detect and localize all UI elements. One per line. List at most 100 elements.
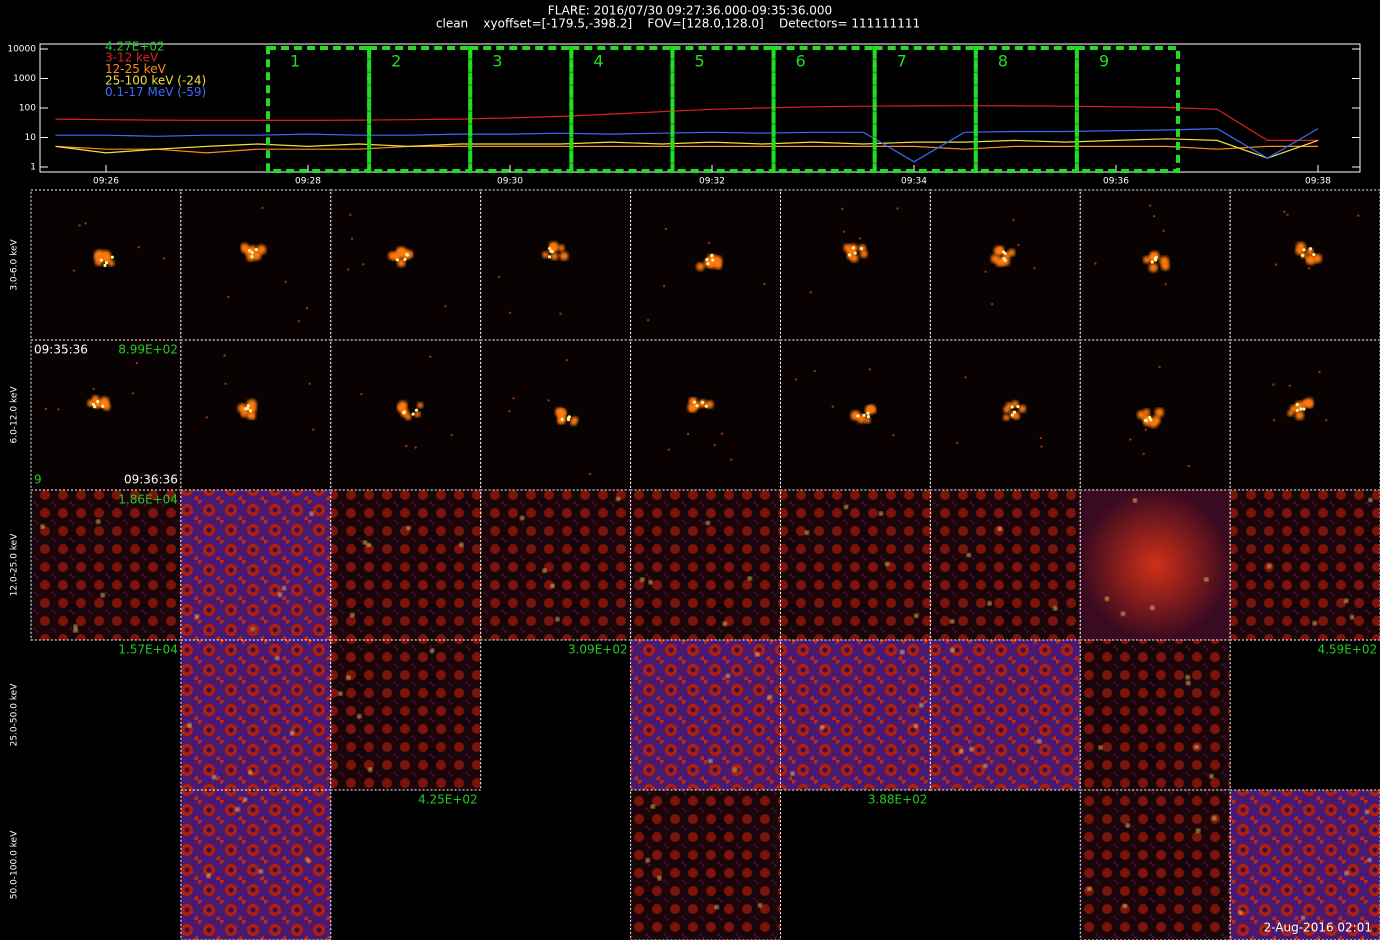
faint-source bbox=[347, 268, 350, 271]
faint-source bbox=[1153, 214, 1156, 218]
faint-source bbox=[1318, 370, 1321, 374]
faint-source bbox=[1017, 243, 1020, 247]
source-glow bbox=[550, 252, 559, 261]
bright-spot bbox=[1196, 828, 1201, 833]
source-core bbox=[1001, 250, 1006, 254]
faint-source bbox=[662, 285, 666, 288]
source-core bbox=[395, 258, 399, 262]
faint-source bbox=[224, 382, 227, 386]
footer: 2-Aug-2016 02:01 bbox=[1264, 921, 1372, 935]
faint-source bbox=[547, 249, 550, 252]
source-glow bbox=[860, 250, 868, 258]
image-noise bbox=[929, 489, 1081, 641]
faint-source bbox=[892, 434, 895, 437]
source-glow bbox=[240, 410, 248, 418]
source-glow bbox=[1287, 410, 1294, 417]
bright-spot bbox=[1186, 680, 1191, 685]
bright-spot bbox=[406, 525, 411, 530]
bright-spot bbox=[366, 542, 371, 547]
faint-source bbox=[646, 318, 650, 322]
source-core bbox=[566, 416, 571, 420]
faint-source bbox=[1162, 229, 1165, 233]
source-glow bbox=[397, 247, 407, 258]
source-core bbox=[847, 253, 852, 257]
bright-spot bbox=[705, 521, 710, 526]
source-core bbox=[1010, 405, 1014, 409]
cell-label: 9 bbox=[34, 473, 42, 487]
bright-spot bbox=[555, 617, 560, 622]
faint-source bbox=[57, 408, 60, 411]
bright-spot bbox=[733, 767, 738, 772]
source-glow bbox=[108, 260, 115, 267]
interval-label: 2 bbox=[391, 52, 401, 71]
faint-source bbox=[1283, 210, 1286, 214]
faint-source bbox=[78, 224, 81, 227]
faint-source bbox=[1005, 403, 1008, 406]
bright-spot bbox=[755, 652, 760, 657]
faint-source bbox=[429, 355, 432, 358]
row-label: 3.0-6.0 keV bbox=[10, 239, 20, 291]
source-core bbox=[411, 412, 415, 416]
bright-spot bbox=[913, 723, 918, 728]
faint-source bbox=[414, 446, 417, 449]
image-flare bbox=[1229, 189, 1380, 341]
source-core bbox=[99, 258, 104, 262]
bright-spot bbox=[790, 771, 795, 776]
cell-label: 09:35:36 bbox=[34, 343, 88, 357]
bright-spot bbox=[350, 613, 355, 618]
bright-spot bbox=[616, 497, 621, 502]
source-core bbox=[110, 255, 114, 259]
source-core bbox=[692, 400, 697, 404]
legend-entry: 12-25 keV bbox=[105, 62, 167, 76]
legend-entry: 3-12 keV bbox=[105, 51, 159, 65]
source-glow bbox=[1154, 407, 1164, 417]
image-purple bbox=[1229, 789, 1380, 940]
bright-spot bbox=[959, 749, 964, 754]
source-core bbox=[405, 252, 409, 257]
source-core bbox=[547, 255, 552, 259]
faint-source bbox=[362, 263, 365, 266]
faint-source bbox=[841, 207, 844, 211]
bright-spot bbox=[258, 869, 263, 874]
faint-source bbox=[686, 432, 690, 436]
source-core bbox=[93, 405, 97, 409]
faint-source bbox=[557, 254, 561, 257]
faint-source bbox=[964, 376, 967, 379]
source-glow bbox=[388, 251, 397, 260]
bright-spot bbox=[96, 519, 101, 524]
source-core bbox=[1299, 407, 1303, 411]
faint-source bbox=[1039, 436, 1043, 440]
bright-spot bbox=[309, 511, 314, 516]
faint-source bbox=[729, 458, 733, 461]
bright-spot bbox=[900, 650, 905, 655]
faint-source bbox=[405, 444, 408, 448]
source-glow bbox=[864, 417, 871, 424]
image-flare bbox=[630, 339, 781, 491]
legend-entry: 0.1-17 MeV (-59) bbox=[105, 85, 206, 99]
faint-source bbox=[1325, 419, 1328, 422]
image-flare bbox=[780, 189, 931, 341]
series-line bbox=[55, 105, 1318, 141]
faint-source bbox=[1274, 263, 1278, 266]
interval-box bbox=[670, 46, 776, 173]
source-glow bbox=[100, 396, 109, 406]
faint-source bbox=[297, 320, 301, 323]
faint-source bbox=[1033, 267, 1036, 270]
bright-spot bbox=[820, 725, 825, 730]
faint-source bbox=[1040, 445, 1043, 448]
faint-source bbox=[131, 392, 135, 395]
bright-spot bbox=[1344, 871, 1349, 876]
source-glow bbox=[559, 251, 569, 261]
source-core bbox=[1148, 415, 1152, 420]
bright-spot bbox=[1150, 605, 1155, 610]
series-line bbox=[55, 145, 1318, 154]
faint-source bbox=[720, 432, 724, 435]
faint-source bbox=[990, 302, 994, 306]
source-glow bbox=[850, 410, 861, 421]
bright-spot bbox=[346, 675, 351, 680]
faint-source bbox=[360, 392, 363, 396]
faint-source bbox=[450, 433, 453, 437]
source-core bbox=[1016, 404, 1020, 409]
faint-source bbox=[955, 441, 959, 444]
bright-spot bbox=[282, 586, 287, 591]
